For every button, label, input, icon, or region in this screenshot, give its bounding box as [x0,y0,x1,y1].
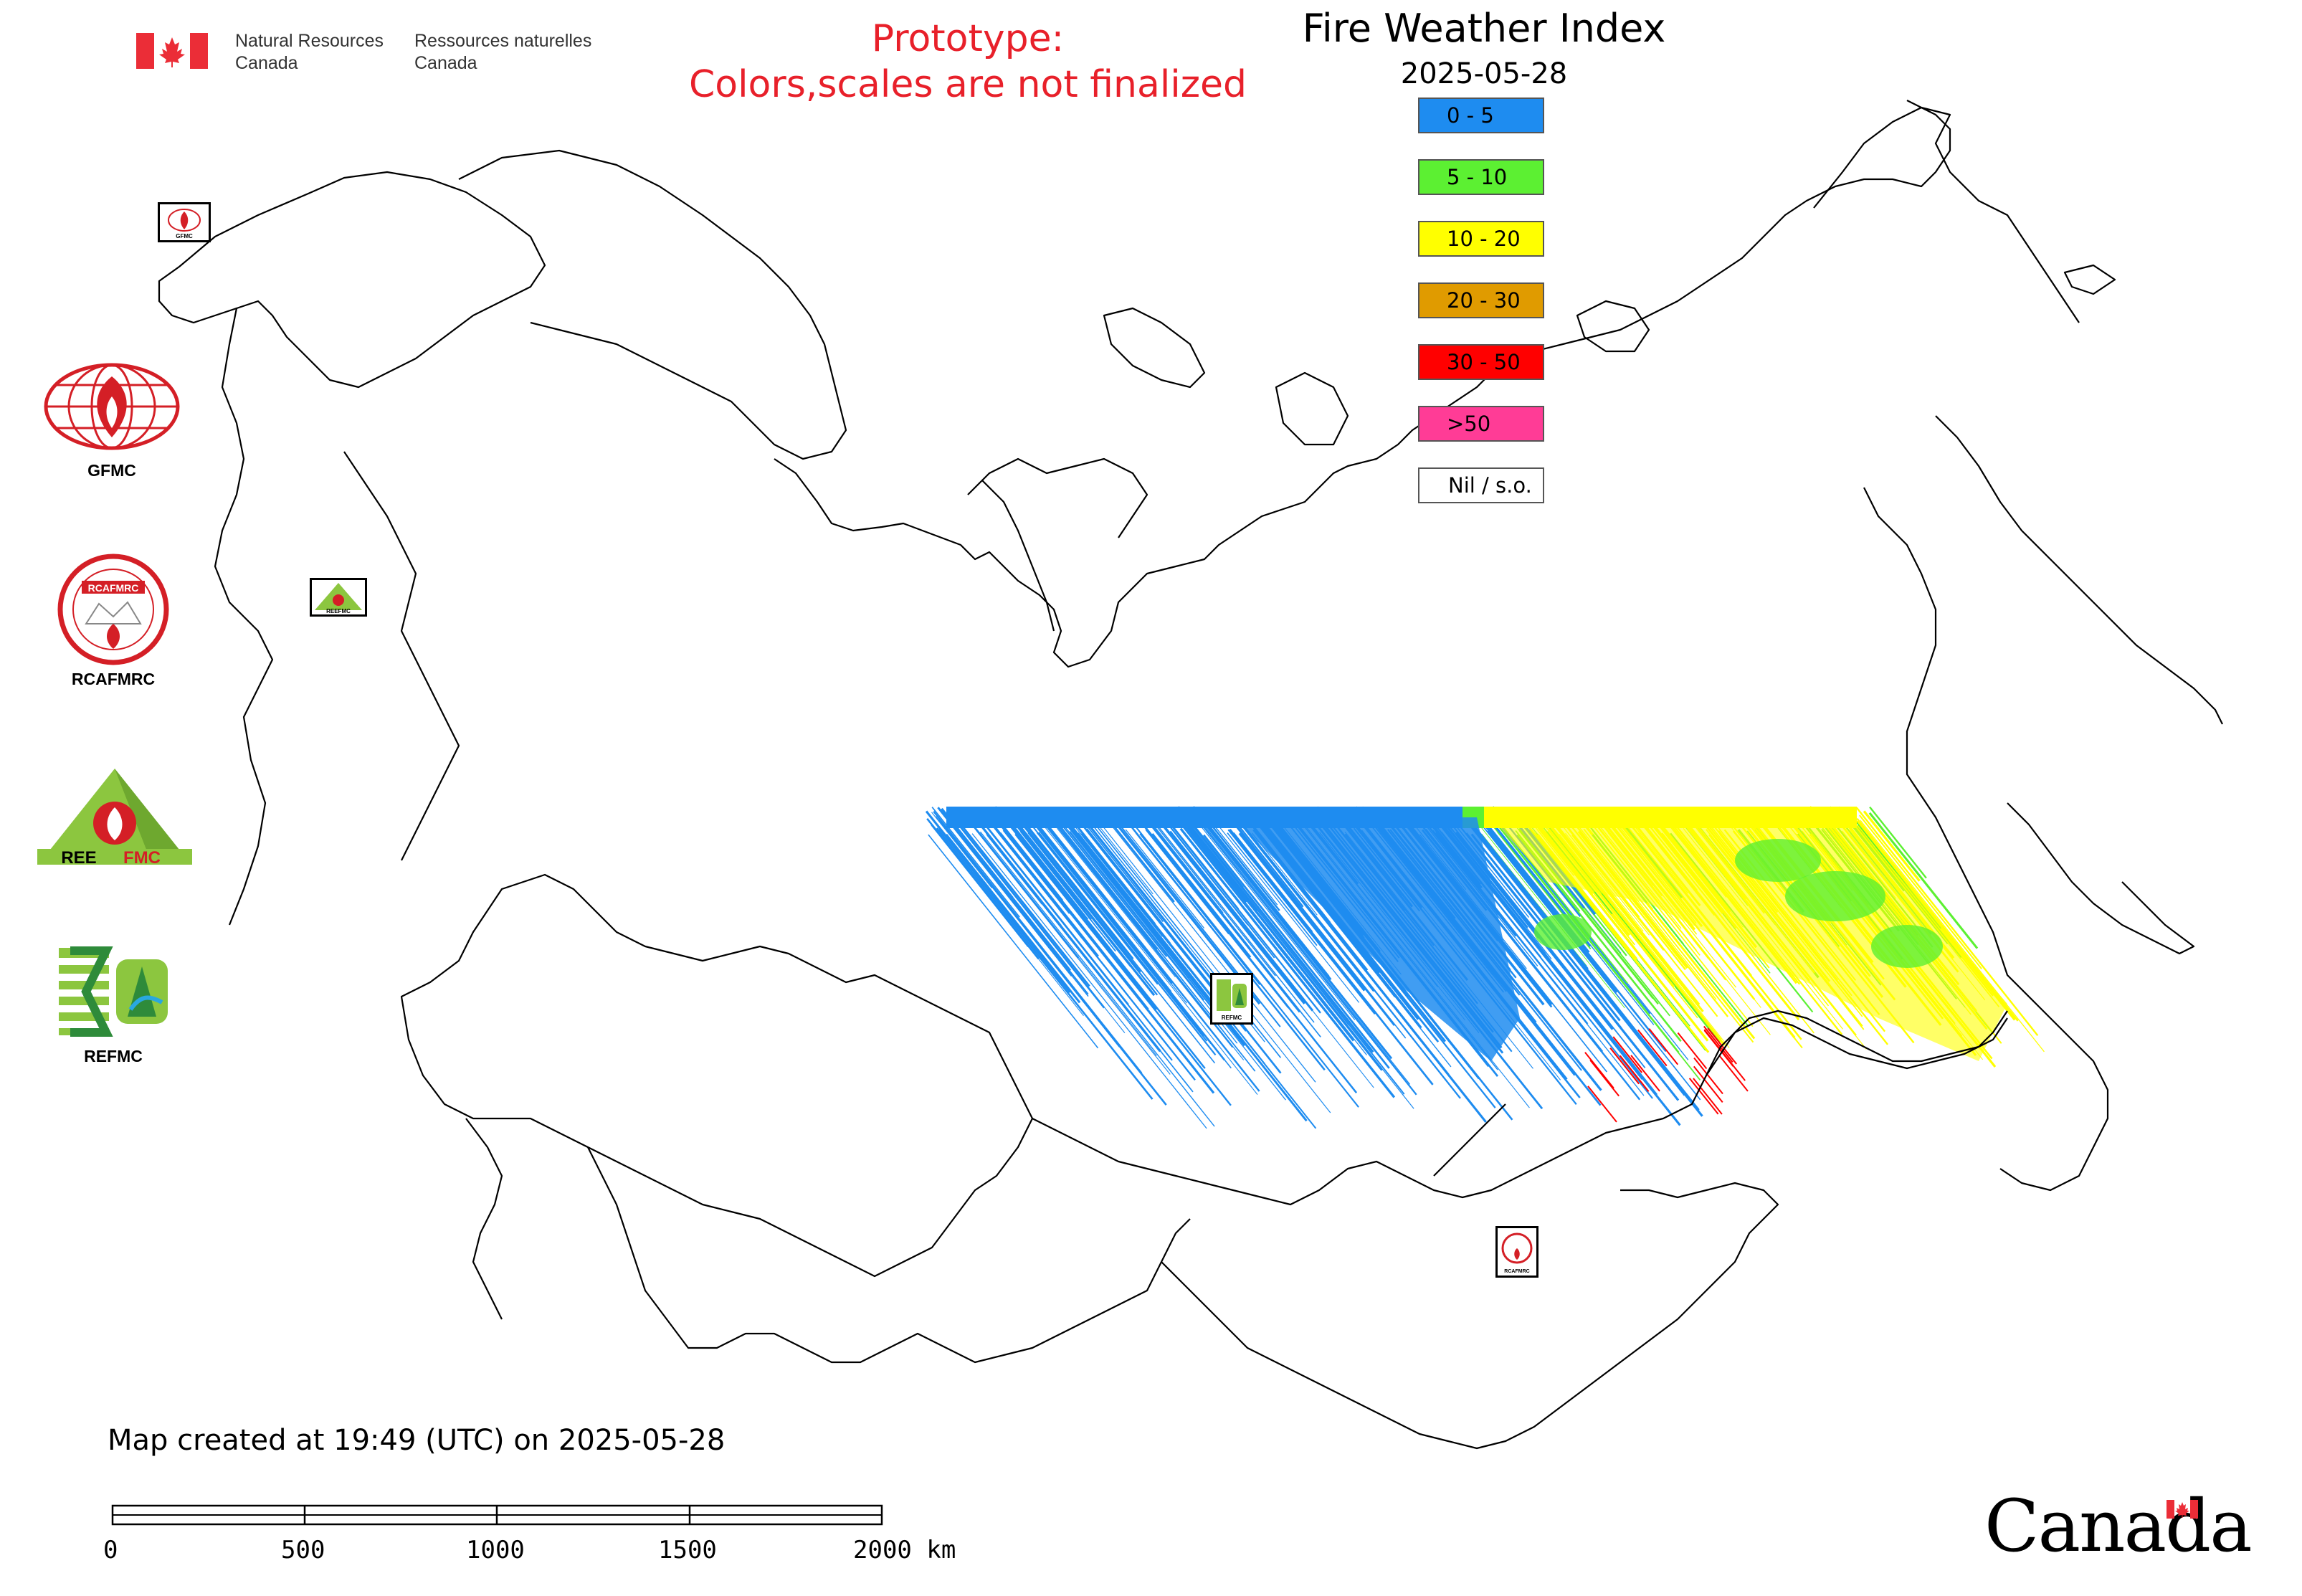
amur-border [1706,1017,2008,1076]
gfmc-logo-label: GFMC [87,461,136,480]
nrcan-fr-line1: Ressources naturelles [414,31,592,51]
scale-label-500: 500 [281,1536,325,1564]
scale-label-2000: 2000 km [853,1536,956,1564]
kola-peninsula [458,149,847,460]
scandinavia-outline [158,171,546,389]
rcafmrc-logo: RCAFMRC RCAFMRC [56,552,171,689]
legend-item-label: >50 [1447,412,1491,436]
wordmark-flag-icon [2167,1500,2198,1519]
reefmc-logo: REE FMC [36,767,194,879]
legend-item-label: 0 - 5 [1447,103,1494,128]
scale-bar [111,1504,883,1526]
legend-item-3: 20 - 30 [1418,282,1544,318]
novaya-zemlya [981,480,1055,632]
chukotka [1813,106,2080,323]
severnaya-zemlya [1275,371,1349,446]
nrcan-name-en: Natural Resources Canada [235,30,400,75]
svg-text:REFMC: REFMC [1222,1015,1242,1021]
nrcan-fr-line2: Canada [414,53,477,73]
nrcan-en-line2: Canada [235,53,298,73]
refmc-logo-label: REFMC [84,1047,143,1065]
svg-text:RCAFMRC: RCAFMRC [1504,1269,1529,1274]
nrcan-en-line1: Natural Resources [235,31,384,51]
russia-south-border [1032,1010,2008,1206]
coastlines-borders [158,100,2223,1450]
prototype-line2: Colors,scales are not finalized [688,63,1247,106]
legend-item-5: >50 [1418,406,1544,442]
refmc-map-marker: REFMC [1210,973,1253,1025]
svg-text:RCAFMRC: RCAFMRC [88,582,139,594]
legend-item-4: 30 - 50 [1418,344,1544,380]
legend-item-label: 10 - 20 [1447,227,1521,251]
central-asia [587,1146,1191,1364]
canada-wordmark-text: Canada [1984,1484,2253,1568]
taymyr-peninsula [967,457,1148,538]
rcafmrc-logo-label: RCAFMRC [71,670,156,688]
mongolia [1161,1182,1779,1450]
arctic-islands [1103,307,1206,389]
reefmc-triangle-icon: REE FMC [37,769,192,868]
scale-label-1500: 1500 [658,1536,717,1564]
reefmc-map-marker: REEFMC [310,578,367,617]
kazakhstan [400,873,1034,1278]
kamchatka [1935,415,2223,725]
canada-flag-icon [136,33,208,69]
russia-north-coast [774,100,1951,668]
legend-item-1: 5 - 10 [1418,159,1544,195]
prototype-notice: Prototype: Colors,scales are not finaliz… [645,16,1290,108]
legend-item-2: 10 - 20 [1418,221,1544,257]
gfmc-map-marker: GFMC [158,202,211,242]
svg-text:REEFMC: REEFMC [326,608,351,614]
prototype-line1: Prototype: [871,17,1065,60]
legend-item-6: Nil / s.o. [1418,467,1544,503]
fwi-raster [925,806,2045,1129]
nrcan-name-fr: Ressources naturelles Canada [414,30,601,75]
gfmc-logo: GFMC [40,362,184,480]
svg-text:GFMC: GFMC [176,233,193,239]
legend-item-label: Nil / s.o. [1448,473,1532,498]
canada-wordmark: Canada [1984,1484,2253,1568]
scale-label-1000: 1000 [466,1536,525,1564]
legend-item-label: 30 - 50 [1447,350,1521,374]
new-siberian-islands [1576,300,1650,353]
wrangel-island [2063,264,2116,295]
legend-item-label: 5 - 10 [1447,165,1508,189]
refmc-logo: REFMC [56,945,171,1066]
western-russia-border [214,308,274,926]
rcafmrc-map-marker: RCAFMRC [1495,1226,1538,1278]
legend-item-0: 0 - 5 [1418,98,1544,133]
map-created-timestamp: Map created at 19:49 (UTC) on 2025-05-28 [108,1424,726,1457]
legend-item-label: 20 - 30 [1447,288,1521,313]
nrcan-signature: Natural Resources Canada Ressources natu… [136,30,601,73]
sakhalin [2007,802,2195,955]
svg-text:FMC: FMC [123,848,161,868]
europe-east-border [343,451,460,861]
legend-title: Fire Weather Index [1302,6,1666,51]
lake-baikal [1433,1103,1506,1177]
scale-label-0: 0 [103,1536,118,1564]
gfmc-globe-icon [44,363,180,450]
caspian-sea [465,1118,503,1320]
rcafmrc-seal-icon: RCAFMRC [57,554,169,665]
refmc-sigma-icon [59,946,168,1037]
okhotsk-coast [1863,487,2109,1192]
legend-date: 2025-05-28 [1400,57,1568,90]
svg-text:REE: REE [61,848,96,868]
